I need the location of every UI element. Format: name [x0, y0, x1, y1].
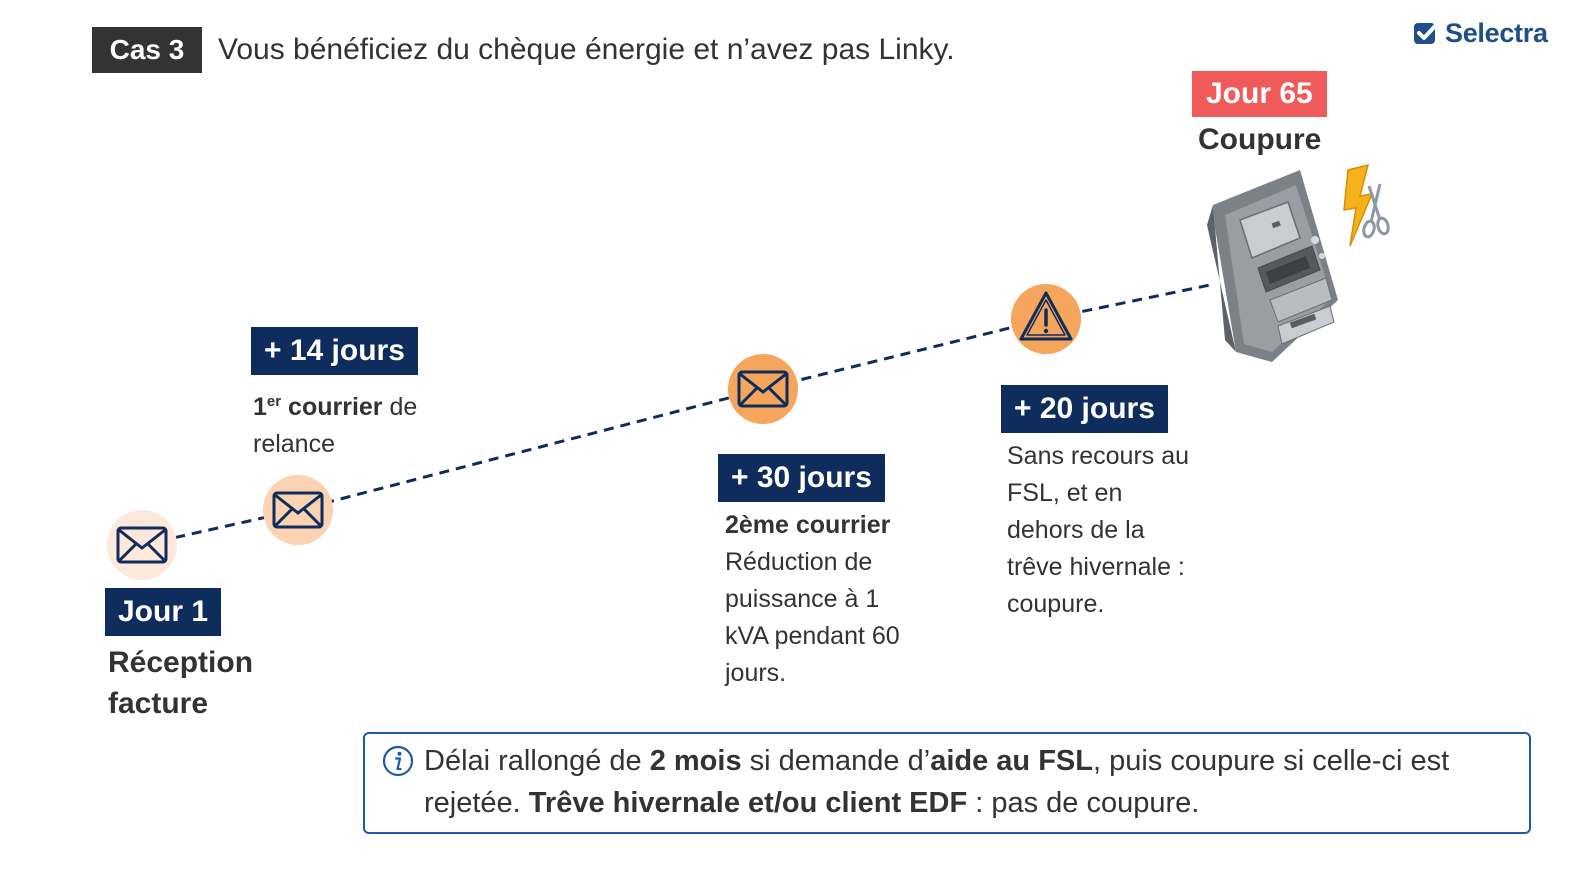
warning-icon — [1019, 291, 1073, 341]
info-text: Délai rallongé de 2 mois si demande d’ai… — [424, 740, 1514, 824]
step-3-line: jours. — [725, 659, 787, 687]
info-bold3: Trêve hivernale et/ou client EDF — [528, 787, 968, 819]
step-4-label: + 20 jours — [1001, 385, 1168, 433]
info-part3: , puis coupure si celle-ci est rejetée. — [424, 745, 1458, 819]
info-bold1: 2 mois — [649, 745, 742, 777]
step-3-label: + 30 jours — [718, 454, 885, 502]
step-1-title-line1: Réception — [108, 646, 254, 679]
brand-logo: Selectra — [1413, 16, 1548, 50]
info-bold2: aide au FSL — [930, 745, 1093, 777]
checkbox-icon — [1414, 22, 1439, 44]
step-1-marker — [107, 510, 177, 580]
step-4-line: FSL, et en — [1007, 479, 1123, 507]
info-icon — [382, 745, 414, 777]
step-4-line: trêve hivernale : — [1007, 553, 1185, 581]
step-4-line: dehors de la — [1007, 516, 1145, 544]
step-2-bold-text: courrier — [281, 393, 383, 421]
step-5-title: Coupure — [1198, 123, 1322, 156]
step-3-marker — [728, 354, 798, 424]
step-3-line: Réduction de — [725, 548, 873, 576]
page-title: Vous bénéficiez du chèque énergie et n’a… — [218, 33, 955, 66]
step-2-label: + 14 jours — [251, 327, 418, 375]
electric-meter-icon — [1207, 170, 1338, 362]
step-4-marker — [1011, 284, 1081, 354]
step-2-marker — [263, 475, 333, 545]
lightning-bolt-icon — [1343, 163, 1374, 247]
step-5-label: Jour 65 — [1192, 71, 1327, 117]
step-2-ordinal: 1 — [253, 393, 267, 421]
step-3-line: puissance à 1 — [725, 585, 880, 613]
info-part1: Délai rallongé de — [424, 745, 650, 777]
step-2-text-rest: de — [382, 393, 418, 421]
info-box — [363, 732, 1531, 834]
step-2-ordinal-suffix: er — [266, 393, 282, 410]
info-part4: : pas de coupure. — [967, 787, 1200, 819]
brand-name: Selectra — [1445, 17, 1548, 48]
envelope-icon — [116, 526, 168, 564]
envelope-icon — [272, 491, 324, 529]
envelope-icon — [737, 370, 789, 408]
info-part2: si demande d’ — [741, 745, 931, 777]
step-4-description: Sans recours au FSL, et en dehors de la … — [1007, 438, 1247, 623]
step-2-text-line2: relance — [253, 430, 335, 458]
step-1-title-line2: facture — [108, 687, 209, 720]
case-badge: Cas 3 — [92, 27, 202, 73]
scissors-icon — [1362, 183, 1390, 239]
step-4-line: Sans recours au — [1007, 442, 1190, 470]
timeline-dashed-line — [141, 283, 1211, 547]
step-1-title: Réception facture — [108, 642, 253, 724]
step-3-description: 2ème courrier Réduction de puissance à 1… — [725, 507, 965, 692]
step-2-description: 1er courrier de relance — [253, 383, 483, 463]
step-1-label: Jour 1 — [105, 588, 222, 636]
step-3-bold-title: 2ème courrier — [725, 511, 891, 539]
step-4-line: coupure. — [1007, 590, 1105, 618]
step-3-line: kVA pendant 60 — [725, 622, 900, 650]
